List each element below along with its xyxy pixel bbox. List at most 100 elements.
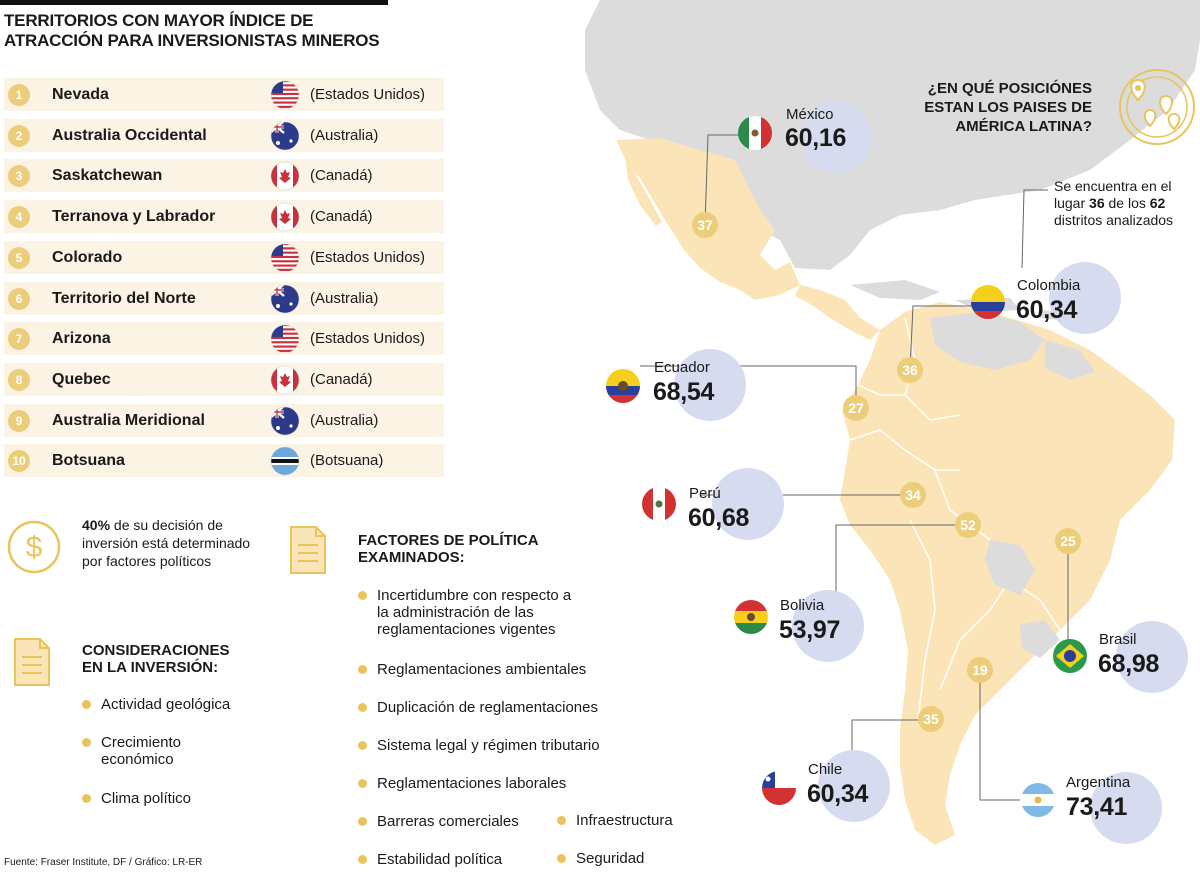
consideration-item: Crecimiento económico: [101, 734, 182, 768]
paraguay-shape: [985, 540, 1035, 595]
colombia-rank-note: Se encuentra en el lugar 36 de los 62 di…: [1054, 178, 1200, 229]
territory-name: Australia Occidental: [52, 126, 207, 144]
colombia-flag-icon: [971, 285, 1005, 319]
ranking-row: 9 Australia Meridional (Australia): [4, 403, 444, 437]
position-marker-chile: 35: [918, 706, 944, 732]
caribbean-shape: [850, 280, 1060, 320]
bullet-dot: [358, 855, 367, 864]
country-name-argentina: Argentina: [1066, 774, 1131, 791]
colombia-note-middle: de los: [1108, 195, 1146, 211]
bullet-dot: [557, 816, 566, 825]
bullet-dot: [358, 591, 367, 600]
bubble-argentina: [1090, 772, 1162, 844]
consideration-item: Actividad geológica: [101, 696, 231, 713]
territory-name: Botsuana: [52, 452, 125, 470]
policy-share-text: de su decisión de inversión está determi…: [82, 517, 251, 569]
position-marker-mexico: 37: [692, 212, 718, 238]
colombia-note-suffix: distritos analizados: [1054, 212, 1174, 228]
territory-country: (Australia): [310, 289, 379, 307]
territory-name: Saskatchewan: [52, 167, 163, 185]
chile-flag-icon: [762, 771, 796, 805]
territory-country: (Australia): [310, 126, 379, 144]
bullet-dot: [358, 703, 367, 712]
dollar-coin-icon: $: [7, 520, 61, 574]
position-marker-colombia: 36: [897, 357, 923, 383]
country-name-mexico: México: [786, 106, 834, 123]
country-score-colombia: 60,34: [1016, 296, 1078, 324]
document-icon: [14, 638, 50, 686]
territory-name: Arizona: [52, 330, 111, 348]
bubble-ecuador: [674, 349, 746, 421]
ranking-row: 4 Terranova y Labrador (Canadá): [4, 200, 444, 234]
country-name-chile: Chile: [808, 761, 843, 778]
bullet-dot: [358, 741, 367, 750]
territory-country: (Estados Unidos): [310, 248, 426, 266]
rank-number: 9: [8, 409, 30, 432]
position-marker-argentina: 19: [967, 657, 993, 683]
bubble-colombia: [1049, 262, 1121, 334]
bullet-dot: [557, 854, 566, 863]
factor-item: Duplicación de reglamentaciones: [377, 699, 598, 716]
ranking-row: 3 Saskatchewan (Canadá): [4, 159, 444, 193]
colombia-note-prefix: Se encuentra en el lugar: [1054, 178, 1172, 211]
map-pins-icon: [1119, 69, 1195, 145]
rank-number: 6: [8, 287, 30, 310]
ranking-row: 10 Botsuana (Botsuana): [4, 444, 444, 478]
ranking-row: 6 Territorio del Norte (Australia): [4, 281, 444, 315]
bw-flag-icon: [270, 446, 300, 476]
territory-country: (Canadá): [310, 208, 373, 226]
au-flag-icon: [270, 406, 300, 436]
svg-text:$: $: [26, 531, 43, 564]
rank-number: 8: [8, 368, 30, 391]
country-score-brasil: 68,98: [1098, 650, 1160, 678]
mexico-flag-icon: [738, 116, 772, 150]
consideration-item: Clima político: [101, 790, 192, 807]
position-marker-ecuador: 27: [843, 395, 869, 421]
rank-number: 1: [8, 84, 30, 106]
us-flag-icon: [270, 80, 300, 110]
ca-flag-icon: [270, 161, 300, 191]
au-flag-icon: [270, 121, 300, 151]
position-marker-peru: 34: [900, 482, 926, 508]
brasil-flag-icon: [1053, 639, 1087, 673]
source-note: Fuente: Fraser Institute, DF / Gráfico: …: [4, 857, 203, 868]
ranking-row: 8 Quebec (Canadá): [4, 362, 444, 396]
factor-item: Incertidumbre con respecto a la administ…: [377, 587, 572, 638]
bullet-dot: [82, 700, 91, 709]
country-name-bolivia: Bolivia: [780, 597, 825, 614]
ecuador-flag-icon: [606, 369, 640, 403]
bolivia-flag-icon: [734, 600, 768, 634]
country-score-bolivia: 53,97: [779, 616, 841, 644]
territory-country: (Estados Unidos): [310, 86, 426, 103]
bubble-chile: [818, 750, 890, 822]
policy-share-value: 40%: [82, 517, 111, 533]
factor-item: Reglamentaciones ambientales: [377, 661, 587, 678]
factor-item: Reglamentaciones laborales: [377, 775, 567, 792]
country-score-peru: 60,68: [688, 504, 750, 532]
country-score-mexico: 60,16: [785, 124, 847, 152]
country-name-peru: Perú: [689, 485, 721, 502]
us-flag-icon: [270, 243, 300, 273]
country-name-brasil: Brasil: [1099, 631, 1137, 648]
ca-flag-icon: [270, 365, 300, 395]
latam-question: ¿EN QUÉ POSICIÓNES ESTAN LOS PAISES DE A…: [924, 80, 1092, 135]
territory-name: Australia Meridional: [52, 411, 205, 429]
factor-item: Infraestructura: [576, 812, 673, 829]
bubble-mexico: [800, 101, 872, 173]
territory-name: Nevada: [52, 86, 109, 103]
central-america-shape: [795, 285, 880, 340]
territory-name: Quebec: [52, 370, 111, 388]
position-marker-brasil: 25: [1055, 528, 1081, 554]
country-score-ecuador: 68,54: [653, 378, 715, 406]
bubble-peru: [712, 468, 784, 540]
colombia-note-rank: 36: [1089, 195, 1105, 211]
position-marker-bolivia: 52: [955, 512, 981, 538]
checklist-icon: [290, 526, 326, 574]
ranking-row: 2 Australia Occidental (Australia): [4, 118, 444, 152]
factor-item: Estabilidad política: [377, 851, 503, 868]
bullet-dot: [358, 817, 367, 826]
country-name-ecuador: Ecuador: [654, 359, 710, 376]
venezuela-shape: [930, 312, 1045, 370]
au-flag-icon: [270, 284, 300, 314]
page-title: TERRITORIOS CON MAYOR ÍNDICE DE ATRACCIÓ…: [4, 11, 380, 50]
